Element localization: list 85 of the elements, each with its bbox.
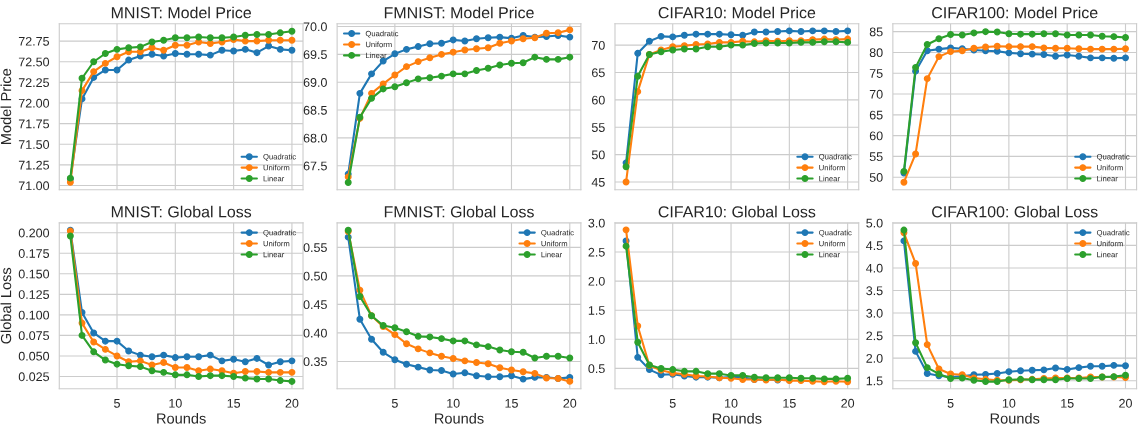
y-tick-label: 72.25 <box>18 78 50 88</box>
y-tick-label: 4.0 <box>866 263 883 273</box>
y-tick-label: 69.0 <box>303 78 327 87</box>
y-tick-label: 0.45 <box>303 300 327 310</box>
y-tick-label: 0.050 <box>18 351 50 361</box>
x-tick-label: 5 <box>391 398 398 408</box>
y-tick-label: 68.0 <box>303 133 327 143</box>
chart-title: MNIST: Model Price <box>111 6 251 19</box>
y-tick-label: 60 <box>592 95 605 105</box>
chart-title: CIFAR100: Model Price <box>932 6 1098 19</box>
y-axis-title: Model Price <box>0 68 12 145</box>
y-tick-label: 75 <box>869 69 883 78</box>
y-tick-label: 60 <box>869 131 883 141</box>
y-tick-label: 70.0 <box>303 22 327 32</box>
chart-title: CIFAR10: Global Loss <box>658 205 816 218</box>
y-tick-label: 3.0 <box>588 218 605 228</box>
y-tick-label: 0.40 <box>303 328 327 338</box>
y-tick-label: 50 <box>869 173 883 182</box>
y-tick-label: 85 <box>869 27 883 37</box>
x-tick-label: 20 <box>285 398 299 408</box>
x-tick-label: 10 <box>169 398 182 408</box>
x-tick-label: 15 <box>1061 398 1074 408</box>
y-tick-label: 72.50 <box>18 57 50 67</box>
y-tick-label: 0.125 <box>18 290 50 299</box>
y-tick-label: 0.55 <box>303 243 327 253</box>
y-tick-label: 72.75 <box>18 36 50 46</box>
x-tick-label: 10 <box>1002 398 1016 408</box>
y-tick-label: 65 <box>869 110 883 120</box>
y-tick-label: 4.5 <box>866 241 883 251</box>
y-tick-label: 55 <box>591 123 605 132</box>
y-tick-label: 71.00 <box>18 181 50 191</box>
x-tick-label: 10 <box>447 398 460 408</box>
y-tick-label: 0.025 <box>18 372 50 382</box>
y-tick-label: 45 <box>591 177 605 187</box>
y-tick-label: 2.5 <box>866 331 883 341</box>
y-tick-label: 71.50 <box>18 140 50 149</box>
y-tick-label: 1.5 <box>588 306 605 315</box>
x-tick-label: 15 <box>227 398 241 408</box>
chart-title: CIFAR10: Model Price <box>658 6 816 19</box>
y-tick-label: 3.0 <box>866 308 883 318</box>
y-tick-label: 67.5 <box>303 161 327 171</box>
y-tick-label: 5.0 <box>866 218 883 228</box>
y-tick-label: 71.25 <box>18 160 50 170</box>
y-tick-label: 72.00 <box>18 98 50 108</box>
y-tick-label: 1.0 <box>588 335 605 344</box>
x-tick-label: 10 <box>725 398 738 408</box>
y-tick-label: 80 <box>869 48 883 58</box>
y-tick-label: 65 <box>592 68 605 78</box>
y-tick-label: 70 <box>592 40 605 50</box>
y-tick-label: 3.5 <box>866 286 883 296</box>
y-tick-label: 71.75 <box>18 119 50 129</box>
chart-title: CIFAR100: Global Loss <box>932 205 1098 218</box>
y-tick-label: 69.5 <box>303 50 327 60</box>
y-tick-label: 1.5 <box>866 376 883 386</box>
chart-title: MNIST: Global Loss <box>111 205 252 218</box>
y-axis-title: Global Loss <box>0 267 12 344</box>
y-tick-label: 0.075 <box>18 331 50 341</box>
y-tick-label: 0.50 <box>303 271 327 281</box>
y-tick-label: 2.0 <box>588 276 605 286</box>
y-tick-label: 0.5 <box>588 364 605 374</box>
y-tick-label: 0.35 <box>303 357 327 367</box>
y-tick-label: 0.175 <box>18 249 50 258</box>
x-tick-label: 20 <box>1119 398 1132 408</box>
y-tick-label: 70 <box>869 89 883 99</box>
chart-title: FMNIST: Model Price <box>384 6 534 19</box>
y-tick-label: 55 <box>869 152 883 162</box>
x-axis-title: Rounds <box>157 412 206 424</box>
x-tick-label: 15 <box>783 398 796 408</box>
x-tick-label: 20 <box>563 398 577 408</box>
x-tick-label: 5 <box>947 398 954 408</box>
x-tick-label: 5 <box>114 398 120 408</box>
x-tick-label: 15 <box>505 398 518 408</box>
y-tick-label: 0.150 <box>18 269 50 279</box>
y-tick-label: 50 <box>591 150 605 160</box>
x-tick-label: 5 <box>669 398 676 408</box>
y-tick-label: 68.5 <box>303 105 327 115</box>
x-axis-title: Rounds <box>712 412 762 424</box>
y-tick-label: 2.0 <box>866 353 883 363</box>
y-tick-label: 0.100 <box>18 310 50 320</box>
x-tick-label: 20 <box>841 398 855 408</box>
x-axis-title: Rounds <box>435 412 484 424</box>
y-tick-label: 2.5 <box>588 247 605 257</box>
chart-title: FMNIST: Global Loss <box>384 205 534 218</box>
x-axis-title: Rounds <box>990 412 1040 424</box>
y-tick-label: 0.200 <box>18 228 50 238</box>
